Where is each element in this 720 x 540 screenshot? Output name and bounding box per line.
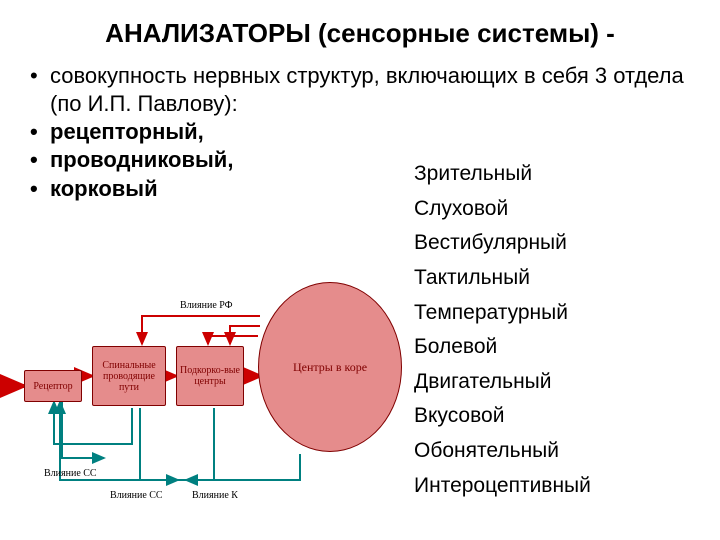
types-list: Зрительный Слуховой Вестибулярный Тактил…: [414, 157, 694, 503]
type-smell: Обонятельный: [414, 434, 694, 469]
type-interoceptive: Интероцептивный: [414, 469, 694, 504]
node-subcortical-centers: Подкорко-вые центры: [176, 346, 244, 406]
type-pain: Болевой: [414, 330, 694, 365]
bullet-receptor: рецепторный,: [28, 118, 688, 146]
page-title: АНАЛИЗАТОРЫ (сенсорные системы) -: [0, 18, 720, 49]
node-cortex-centers: Центры в коре: [258, 282, 402, 452]
type-motor: Двигательный: [414, 365, 694, 400]
label-ss-influence-2: Влияние СС: [110, 490, 163, 501]
node-spinal-pathways: Спинальные проводящие пути: [92, 346, 166, 406]
bullet-intro: совокупность нервных структур, включающи…: [28, 62, 688, 118]
node-receptor: Рецептор: [24, 370, 82, 402]
type-taste: Вкусовой: [414, 399, 694, 434]
analyzer-diagram: Рецептор Спинальные проводящие пути Подк…: [0, 240, 410, 530]
type-visual: Зрительный: [414, 157, 694, 192]
type-auditory: Слуховой: [414, 192, 694, 227]
type-tactile: Тактильный: [414, 261, 694, 296]
label-ss-influence-1: Влияние СС: [44, 468, 97, 479]
label-rf-influence: Влияние РФ: [180, 300, 233, 311]
label-k-influence: Влияние К: [192, 490, 238, 501]
type-vestibular: Вестибулярный: [414, 226, 694, 261]
type-temperature: Температурный: [414, 296, 694, 331]
